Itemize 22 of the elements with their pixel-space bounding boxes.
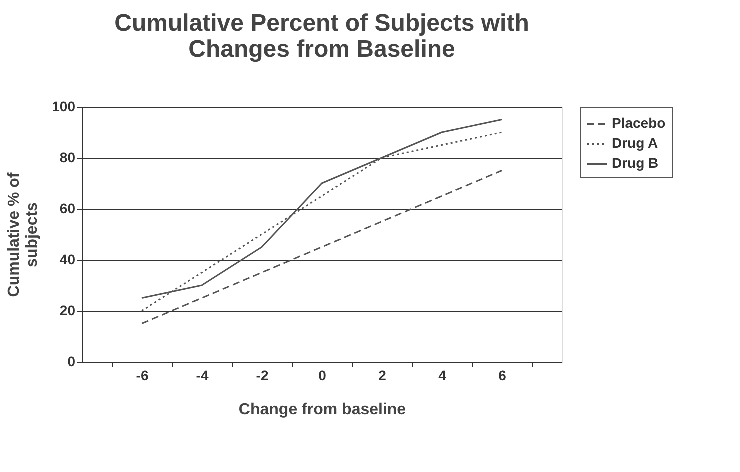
text: Cumulative % of bbox=[6, 172, 24, 298]
y-tick-label: 20 bbox=[60, 302, 76, 318]
x-tick-label: 4 bbox=[438, 368, 447, 384]
text: subjects bbox=[24, 202, 42, 268]
x-axis-title: Change from baseline bbox=[238, 402, 406, 418]
legend-label: Drug B bbox=[612, 155, 659, 171]
legend-label: Drug A bbox=[612, 135, 658, 151]
x-tick-label: 6 bbox=[498, 368, 507, 384]
text: Cumulative Percent of Subjects with bbox=[114, 10, 530, 37]
text: Changes from Baseline bbox=[188, 36, 456, 63]
y-tick-label: 60 bbox=[60, 200, 76, 216]
line-series bbox=[141, 170, 503, 324]
legend-label: Placebo bbox=[612, 115, 666, 131]
y-tick-label: 0 bbox=[68, 354, 76, 370]
x-tick-label: 2 bbox=[378, 368, 387, 384]
x-tick-label: -6 bbox=[136, 368, 149, 384]
x-tick-label: -4 bbox=[196, 368, 209, 384]
x-tick-label: 0 bbox=[318, 368, 327, 384]
y-tick-label: 80 bbox=[60, 150, 76, 166]
y-tick-label: 40 bbox=[60, 252, 76, 268]
y-tick-label: 100 bbox=[52, 98, 76, 114]
x-tick-label: -2 bbox=[256, 368, 269, 384]
